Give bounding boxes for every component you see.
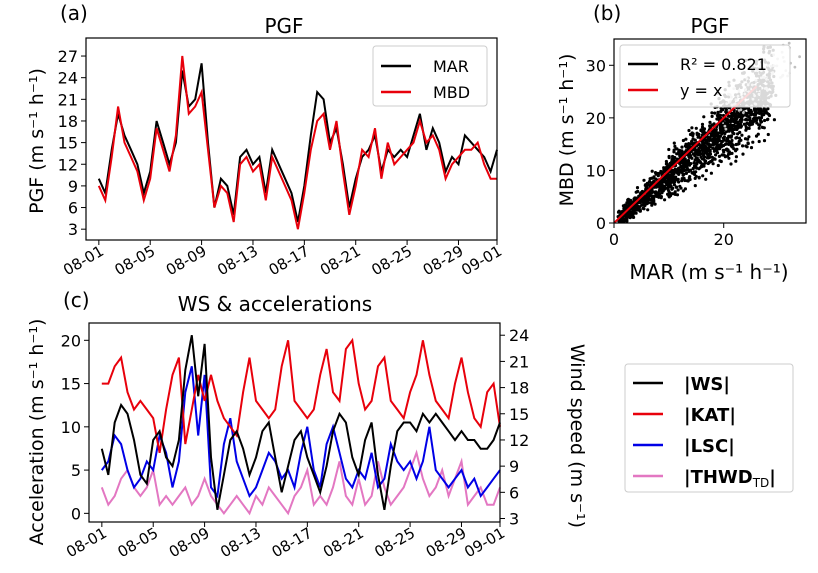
panel-b-label: (b) [593, 1, 621, 25]
panel-b-title: PGF [690, 14, 729, 38]
y-tick-label-right: 24 [509, 326, 529, 345]
x-tick-label: 09-01 [461, 524, 508, 561]
y-tick-label: 21 [58, 90, 78, 109]
y-tick-label-right: 12 [509, 431, 529, 450]
x-tick-label: 08-05 [111, 242, 158, 279]
panel-a-frame [85, 37, 498, 241]
x-tick-label: 20 [714, 230, 734, 249]
x-tick-label: 08-13 [214, 242, 261, 279]
panel-c-series [100, 335, 501, 516]
y-tick-label-right: 15 [509, 405, 529, 424]
y-tick-label: 9 [68, 177, 78, 196]
y-tick-label: 27 [58, 47, 78, 66]
panel-c-frame [88, 322, 501, 523]
panel-c-title: WS & accelerations [178, 292, 372, 316]
x-tick-label: 09-01 [458, 242, 505, 279]
panel-a-label: (a) [60, 1, 88, 25]
x-tick-label: 08-21 [320, 524, 367, 561]
panel-a-ylabel: PGF (m s⁻¹ h⁻¹) [26, 68, 48, 214]
panel-b-ylabel: MBD (m s⁻¹ h⁻¹) [556, 54, 578, 207]
panel-c-ylabel-left: Acceleration (m s⁻¹ h⁻¹) [26, 319, 48, 546]
y-tick-label: 0 [596, 214, 606, 233]
y-tick-label: 30 [586, 56, 606, 75]
y-tick-label: 6 [68, 199, 78, 218]
legend-label-mbd: MBD [433, 83, 470, 102]
x-tick-label: 08-25 [371, 524, 418, 561]
y-tick-label: 20 [586, 109, 606, 128]
series-line-0 [100, 335, 501, 510]
y-tick-label-right: 21 [509, 352, 529, 371]
panel-a-legend: MAR MBD [372, 45, 488, 107]
x-tick-label: 08-09 [163, 242, 210, 279]
panel-a-series [97, 55, 498, 230]
y-tick-label-left: 0 [71, 504, 81, 523]
panel-c-label: (c) [63, 288, 90, 312]
series-line-1 [101, 337, 501, 453]
panel-c: (c) WS & accelerations Acceleration (m s… [26, 288, 794, 561]
x-tick-label: 08-09 [166, 524, 213, 561]
panel-b: (b) PGF MBD (m s⁻¹ h⁻¹) MAR (m s⁻¹ h⁻¹) … [556, 1, 807, 284]
x-tick-label: 08-25 [368, 242, 415, 279]
panel-a-title: PGF [264, 14, 303, 38]
legend-label-2: |LSC| [684, 436, 735, 457]
legend-label-0: R² = 0.821 [680, 55, 767, 74]
y-tick-label: 12 [58, 155, 78, 174]
y-tick-label-left: 20 [61, 331, 81, 350]
series-line-mar [97, 63, 498, 223]
x-tick-label: 08-13 [217, 524, 264, 561]
x-tick-label: 08-17 [269, 524, 316, 561]
x-tick-label: 08-29 [423, 524, 470, 561]
y-tick-label: 10 [586, 161, 606, 180]
y-tick-label: 24 [58, 69, 78, 88]
y-tick-label-left: 5 [71, 461, 81, 480]
panel-c-ylabel-right: Wind speed (m s⁻¹) [566, 344, 588, 528]
x-tick-label: 08-05 [114, 524, 161, 561]
panel-b-frame [613, 38, 807, 224]
x-tick-label: 08-01 [60, 242, 107, 279]
legend-label-1: y = x [680, 81, 723, 100]
series-line-2 [100, 366, 501, 499]
y-tick-label-right: 9 [509, 457, 519, 476]
x-tick-label: 08-17 [266, 242, 313, 279]
y-tick-label-left: 10 [61, 418, 81, 437]
panel-c-legend: |WS||KAT||LSC||THWDTD| [624, 363, 794, 493]
x-tick-label: 08-01 [63, 524, 110, 561]
series-line-mbd [97, 55, 497, 230]
y-tick-label-right: 3 [509, 510, 519, 529]
legend-label-mar: MAR [433, 57, 469, 76]
x-tick-label: 0 [609, 230, 619, 249]
y-tick-label: 15 [58, 134, 78, 153]
legend-label-0: |WS| [684, 374, 730, 395]
y-tick-label-left: 15 [61, 375, 81, 394]
x-tick-label: 08-21 [317, 242, 364, 279]
y-tick-label-right: 6 [509, 483, 519, 502]
y-tick-label-right: 18 [509, 379, 529, 398]
legend-suffix: | [769, 467, 776, 488]
identity-line [614, 85, 758, 223]
y-tick-label: 18 [58, 112, 78, 131]
series-line-3 [100, 449, 501, 516]
panel-b-legend: R² = 0.821 y = x [619, 44, 791, 108]
panel-a: (a) PGF PGF (m s⁻¹ h⁻¹) 3 6 9 12 15 18 21 24 27 0… [26, 1, 505, 279]
x-tick-label: 08-29 [420, 242, 467, 279]
legend-subscript: TD [752, 476, 770, 490]
panel-b-xlabel: MAR (m s⁻¹ h⁻¹) [629, 260, 788, 284]
legend-label-1: |KAT| [684, 405, 736, 426]
y-tick-label: 3 [68, 220, 78, 239]
